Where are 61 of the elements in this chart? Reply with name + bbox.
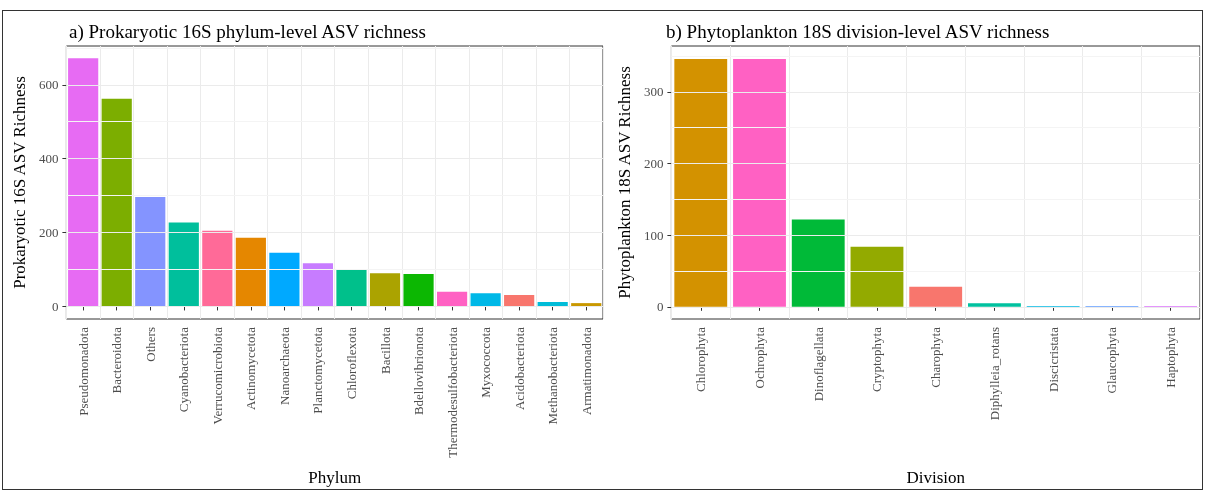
x-tick-label: Thermodesulfobacteriota: [444, 326, 460, 458]
bar: [168, 222, 199, 307]
x-axis-title: Phylum: [308, 468, 362, 487]
y-tick-label: 0: [51, 298, 59, 314]
x-tick-label: Others: [142, 327, 158, 362]
bar: [403, 273, 434, 307]
bar: [909, 286, 963, 307]
bar: [369, 273, 401, 307]
x-tick-label: Armatimonadota: [578, 326, 594, 416]
x-tick-label: Haptophyta: [1163, 326, 1179, 388]
bar: [571, 303, 602, 307]
x-tick-label: Planctomycetota: [310, 326, 326, 414]
bar: [135, 197, 166, 307]
bar: [537, 302, 568, 307]
x-tick-label: Discicristata: [1045, 326, 1061, 392]
x-tick-label: Nanoarchaeota: [276, 326, 292, 405]
bar: [850, 246, 904, 307]
bar: [733, 58, 786, 307]
x-tick-label: Bdellovibrionota: [411, 326, 427, 416]
x-tick-label: Cryptophyta: [869, 326, 885, 392]
bar: [101, 98, 132, 307]
x-tick-label: Actinomycetota: [243, 326, 259, 411]
x-tick-label: Bacillota: [377, 326, 393, 374]
y-tick-label: 0: [656, 299, 664, 315]
chart-title: a) Prokaryotic 16S phylum-level ASV richness: [69, 21, 426, 43]
y-tick-label: 300: [643, 84, 664, 100]
y-tick-label: 200: [38, 225, 59, 241]
bar: [202, 230, 233, 307]
bar: [968, 303, 1021, 307]
bar: [336, 269, 367, 307]
x-tick-label: Cyanobacteriota: [176, 326, 192, 413]
x-tick-label: Chloroflexota: [343, 326, 359, 400]
x-tick-label: Diphylleia_rotans: [986, 327, 1002, 421]
y-tick-label: 200: [643, 156, 664, 172]
bar: [68, 58, 99, 307]
x-tick-label: Pseudomonadota: [75, 326, 91, 416]
x-tick-label: Bacteroidota: [109, 326, 125, 394]
y-axis-title: Prokaryotic 16S ASV Richness: [10, 76, 29, 289]
bar: [674, 58, 728, 307]
x-tick-label: Myxococcota: [478, 326, 494, 398]
y-tick-label: 600: [38, 77, 59, 93]
bar: [235, 237, 266, 307]
x-tick-label: Dinoflagellata: [810, 326, 826, 402]
x-tick-label: Methanobacteriota: [545, 326, 561, 425]
x-tick-label: Chlorophyta: [693, 326, 709, 392]
y-tick-label: 400: [38, 151, 59, 167]
bar: [436, 291, 468, 307]
bar: [302, 263, 334, 307]
y-axis-title: Phytoplankton 18S ASV Richness: [615, 66, 634, 299]
bar: [470, 293, 501, 307]
y-tick-label: 100: [643, 227, 664, 243]
x-tick-label: Charophyta: [928, 326, 944, 388]
bar: [504, 294, 535, 307]
x-axis-title: Division: [906, 468, 966, 487]
bar: [791, 219, 845, 307]
x-tick-label: Verrucomicrobiota: [209, 326, 225, 425]
chart-title: b) Phytoplankton 18S division-level ASV richness: [666, 21, 1050, 43]
x-tick-label: Ochrophyta: [752, 326, 767, 389]
x-tick-label: Acidobacteriota: [511, 326, 527, 411]
bar: [269, 252, 300, 307]
x-tick-label: Glaucophyta: [1104, 326, 1120, 394]
